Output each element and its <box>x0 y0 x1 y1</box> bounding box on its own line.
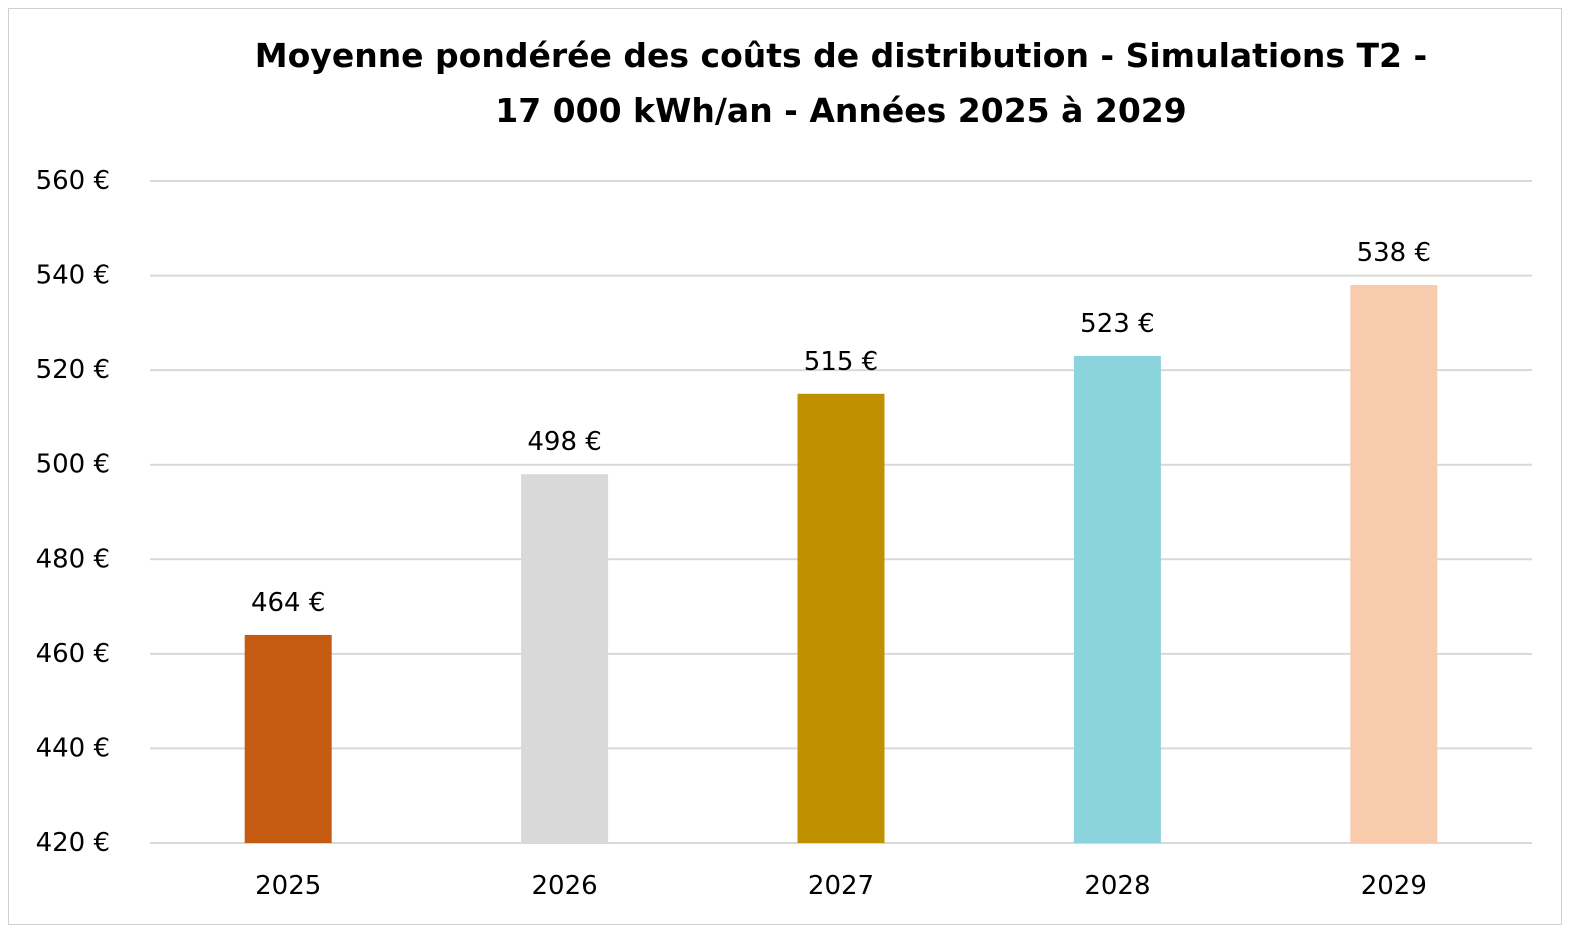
chart-title-line-1: Moyenne pondérée des coûts de distributi… <box>254 36 1428 75</box>
bar <box>1073 355 1161 843</box>
bar <box>521 474 609 843</box>
data-labels: 464 € 498 € 515 € 523 € 538 € <box>251 238 1431 618</box>
chart-title: Moyenne pondérée des coûts de distributi… <box>150 28 1532 138</box>
data-label: 538 € <box>1357 238 1431 268</box>
x-axis-category-labels: 2025 2026 2027 2028 2029 <box>255 871 1427 901</box>
x-category-label: 2029 <box>1361 871 1427 901</box>
y-tick-label: 560 € <box>36 166 110 196</box>
chart-title-line-2: 17 000 kWh/an - Années 2025 à 2029 <box>495 91 1187 130</box>
bar <box>1350 285 1438 843</box>
x-category-label: 2026 <box>532 871 598 901</box>
y-axis-tick-labels: 420 € 440 € 460 € 480 € 500 € 520 € 540 € 560 € <box>36 166 110 858</box>
data-label: 515 € <box>804 347 878 377</box>
x-category-label: 2028 <box>1084 871 1150 901</box>
y-tick-label: 480 € <box>36 544 110 574</box>
x-category-label: 2027 <box>808 871 874 901</box>
y-tick-label: 460 € <box>36 639 110 669</box>
y-tick-label: 420 € <box>36 828 110 858</box>
data-label: 523 € <box>1080 309 1154 339</box>
y-tick-label: 540 € <box>36 261 110 291</box>
bar <box>797 393 885 843</box>
data-label: 464 € <box>251 588 325 618</box>
data-label: 498 € <box>527 427 601 457</box>
y-tick-label: 500 € <box>36 450 110 480</box>
y-tick-label: 520 € <box>36 355 110 385</box>
x-category-label: 2025 <box>255 871 321 901</box>
bars <box>244 285 1438 843</box>
bar <box>244 634 332 843</box>
y-tick-label: 440 € <box>36 733 110 763</box>
